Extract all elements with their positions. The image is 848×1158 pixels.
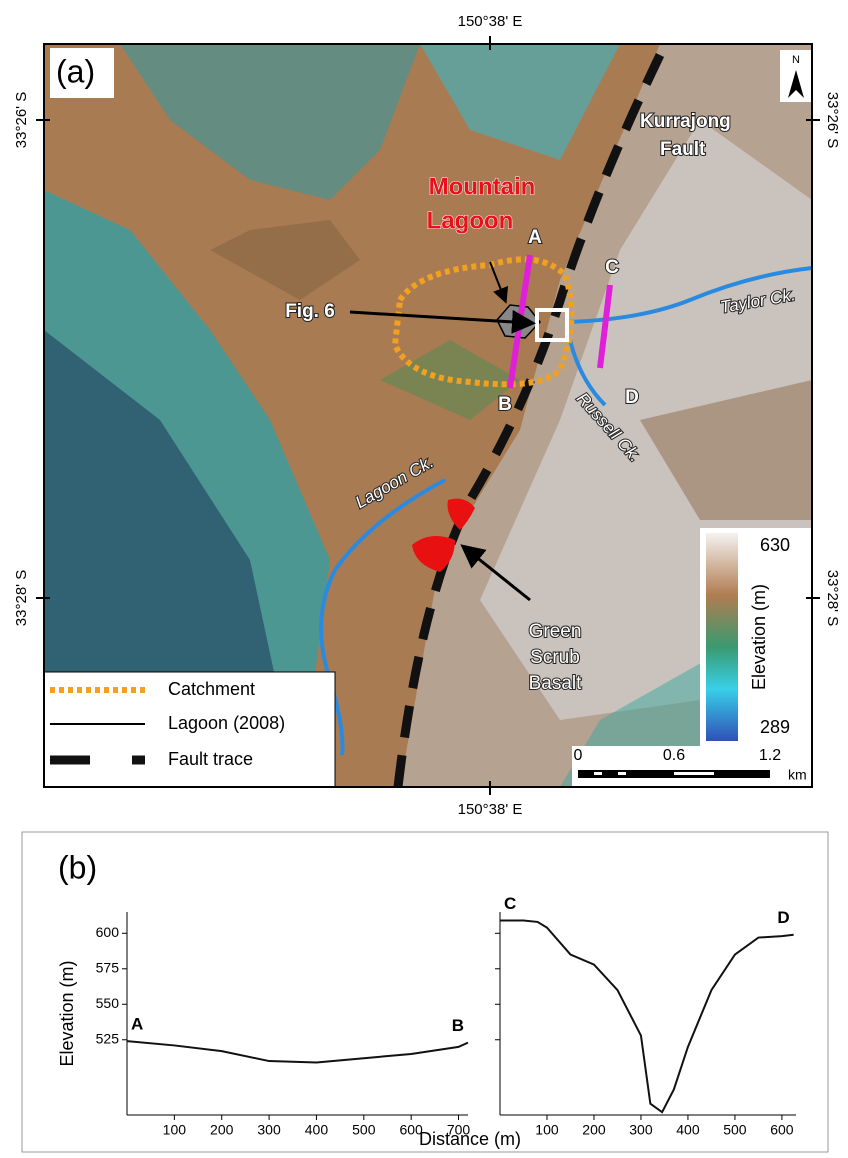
x-tick-label: 300 bbox=[257, 1122, 281, 1138]
colorbar-min: 289 bbox=[760, 717, 790, 737]
x-tick-label: 400 bbox=[305, 1122, 329, 1138]
fault-label: Fault bbox=[660, 139, 706, 160]
panel-label: (b) bbox=[58, 849, 97, 885]
x-tick-label: 200 bbox=[210, 1122, 234, 1138]
panel-label: (a) bbox=[56, 53, 95, 89]
lat-label: 33°26' S bbox=[13, 92, 30, 148]
profile-label: C bbox=[605, 257, 619, 278]
lat-label: 33°28' S bbox=[13, 570, 30, 626]
x-tick-label: 300 bbox=[629, 1122, 653, 1138]
legend-label: Catchment bbox=[168, 679, 255, 699]
basalt-label: Scrub bbox=[530, 647, 580, 668]
x-tick-label: 600 bbox=[770, 1122, 794, 1138]
scale-tick: 1.2 bbox=[759, 747, 781, 764]
end-label: B bbox=[452, 1016, 464, 1035]
y-tick-label: 550 bbox=[96, 995, 120, 1011]
figure: 150°38' E 150°38' E 33°26' S 33°28' S 33… bbox=[0, 0, 848, 1158]
fault-label: Kurrajong bbox=[640, 111, 731, 132]
colorbar-max: 630 bbox=[760, 535, 790, 555]
colorbar-label: Elevation (m) bbox=[749, 584, 769, 690]
profile-label: A bbox=[528, 227, 542, 248]
lat-label: 33°26' S bbox=[824, 92, 841, 148]
basalt-label: Basalt bbox=[529, 673, 583, 694]
profile-line bbox=[127, 1041, 468, 1062]
basalt-label: Green bbox=[529, 621, 582, 642]
y-axis-label: Elevation (m) bbox=[57, 960, 77, 1066]
y-tick-label: 600 bbox=[96, 924, 120, 940]
x-tick-label: 700 bbox=[447, 1122, 471, 1138]
end-label: C bbox=[504, 894, 516, 913]
lon-label: 150°38' E bbox=[458, 801, 523, 818]
legend-label: Fault trace bbox=[168, 749, 253, 769]
x-tick-label: 500 bbox=[723, 1122, 747, 1138]
figure-ref: Fig. 6 bbox=[285, 301, 335, 322]
end-label: A bbox=[131, 1015, 143, 1034]
x-tick-label: 400 bbox=[676, 1122, 700, 1138]
lake-label: Mountain bbox=[429, 173, 536, 200]
x-tick-label: 200 bbox=[582, 1122, 606, 1138]
x-tick-label: 600 bbox=[399, 1122, 423, 1138]
profile-line bbox=[500, 921, 794, 1113]
scale-unit: km bbox=[788, 767, 807, 783]
x-tick-label: 500 bbox=[352, 1122, 376, 1138]
end-label: D bbox=[777, 908, 789, 927]
profile-label: D bbox=[625, 387, 639, 408]
lake-label: Lagoon bbox=[427, 207, 514, 234]
y-tick-label: 575 bbox=[96, 959, 120, 975]
scale-tick: 0.6 bbox=[663, 747, 685, 764]
lat-label: 33°28' S bbox=[824, 570, 841, 626]
legend-label: Lagoon (2008) bbox=[168, 713, 285, 733]
profile-label: B bbox=[498, 394, 512, 415]
x-tick-label: 100 bbox=[535, 1122, 559, 1138]
y-tick-label: 525 bbox=[96, 1030, 120, 1046]
lon-label: 150°38' E bbox=[458, 13, 523, 30]
scale-tick: 0 bbox=[574, 747, 583, 764]
north-label: N bbox=[792, 54, 800, 66]
x-tick-label: 100 bbox=[163, 1122, 187, 1138]
